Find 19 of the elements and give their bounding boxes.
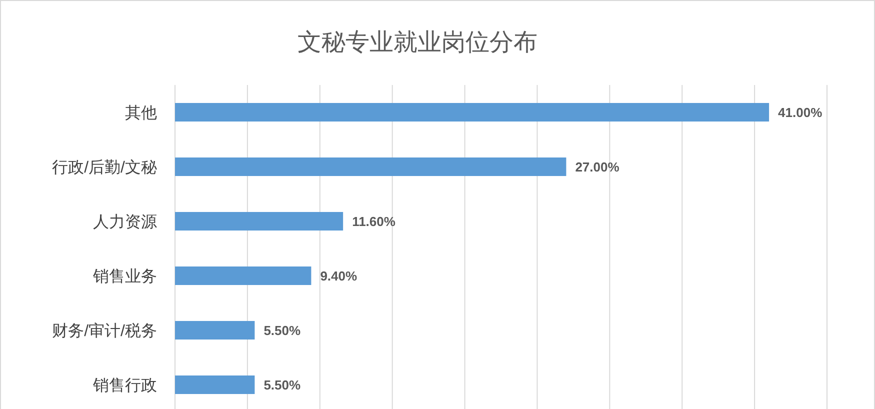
bar [175,266,312,286]
data-label: 9.40% [320,268,358,284]
data-label: 5.50% [264,322,301,338]
y-tick-label: 财务/审计/税务 [52,322,157,340]
data-label: 5.50% [264,377,301,392]
bar [175,212,344,231]
data-label: 27.00% [575,159,620,174]
y-tick-label: 其他 [125,104,157,122]
bar [175,157,566,176]
y-tick-label: 行政/后勤/文秘 [52,158,157,176]
data-label: 41.00% [778,104,823,120]
y-tick-label: 销售行政 [92,377,157,394]
data-label: 11.60% [352,214,396,229]
chart-title: 文秘专业就业岗位分布 [298,29,538,56]
bar [175,375,255,394]
bar [175,102,770,122]
bar [175,320,255,340]
y-tick-label: 销售业务 [92,267,157,286]
y-tick-label: 人力资源 [93,212,157,231]
